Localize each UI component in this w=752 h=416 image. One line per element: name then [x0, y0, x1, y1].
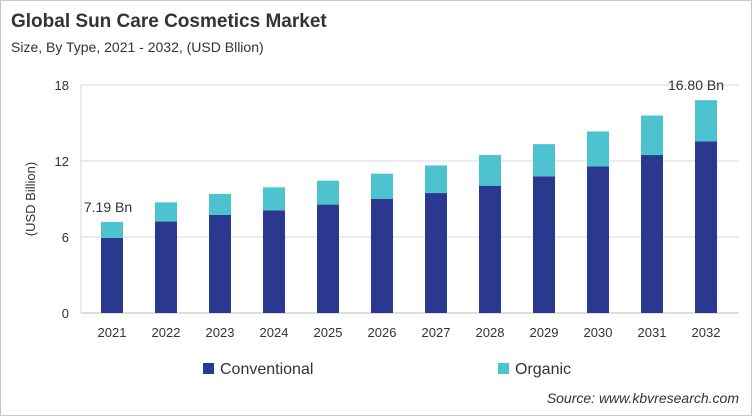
bar-conventional: [695, 141, 717, 313]
x-tick-label: 2026: [368, 325, 397, 340]
bar-conventional: [209, 214, 231, 313]
bar-conventional: [479, 185, 501, 313]
legend-label-conventional: Conventional: [220, 361, 313, 378]
x-tick-label: 2021: [98, 325, 127, 340]
bar-conventional: [533, 176, 555, 313]
chart-title: Global Sun Care Cosmetics Market: [11, 11, 327, 32]
bar-conventional: [425, 193, 447, 313]
bar-organic: [695, 100, 717, 142]
data-label: 7.19 Bn: [84, 199, 132, 215]
x-tick-label: 2030: [584, 325, 613, 340]
bar-organic: [317, 180, 339, 205]
bar-conventional: [317, 204, 339, 313]
y-tick-label: 18: [55, 78, 69, 93]
x-tick-label: 2027: [422, 325, 451, 340]
legend-swatch-conventional: [203, 363, 214, 374]
chart-subtitle: Size, By Type, 2021 - 2032, (USD Bllion): [11, 39, 264, 55]
bar-organic: [101, 221, 123, 238]
x-tick-label: 2025: [314, 325, 343, 340]
legend-swatch-organic: [498, 363, 509, 374]
bar-organic: [371, 173, 393, 199]
legend-label-organic: Organic: [515, 361, 571, 378]
bar-conventional: [155, 221, 177, 313]
bar-conventional: [263, 210, 285, 313]
y-axis-label: (USD Billion): [23, 162, 38, 236]
bar-organic: [479, 155, 501, 186]
data-label: 16.80 Bn: [668, 77, 724, 93]
x-tick-label: 2022: [152, 325, 181, 340]
bar-conventional: [587, 166, 609, 313]
x-tick-label: 2024: [260, 325, 289, 340]
y-tick-label: 0: [62, 306, 69, 321]
y-tick-label: 12: [55, 154, 69, 169]
bar-organic: [587, 131, 609, 167]
x-tick-label: 2032: [692, 325, 721, 340]
bar-organic: [209, 193, 231, 215]
y-tick-label: 6: [62, 230, 69, 245]
bar-conventional: [371, 199, 393, 313]
bar-organic: [641, 115, 663, 156]
bar-organic: [533, 144, 555, 177]
bar-organic: [425, 165, 447, 194]
x-tick-label: 2028: [476, 325, 505, 340]
x-tick-label: 2023: [206, 325, 235, 340]
x-tick-label: 2031: [638, 325, 667, 340]
bar-conventional: [641, 155, 663, 313]
x-tick-label: 2029: [530, 325, 559, 340]
bar-organic: [263, 187, 285, 211]
source-note: Source: www.kbvresearch.com: [546, 390, 739, 406]
bar-conventional: [101, 237, 123, 313]
bar-organic: [155, 202, 177, 222]
